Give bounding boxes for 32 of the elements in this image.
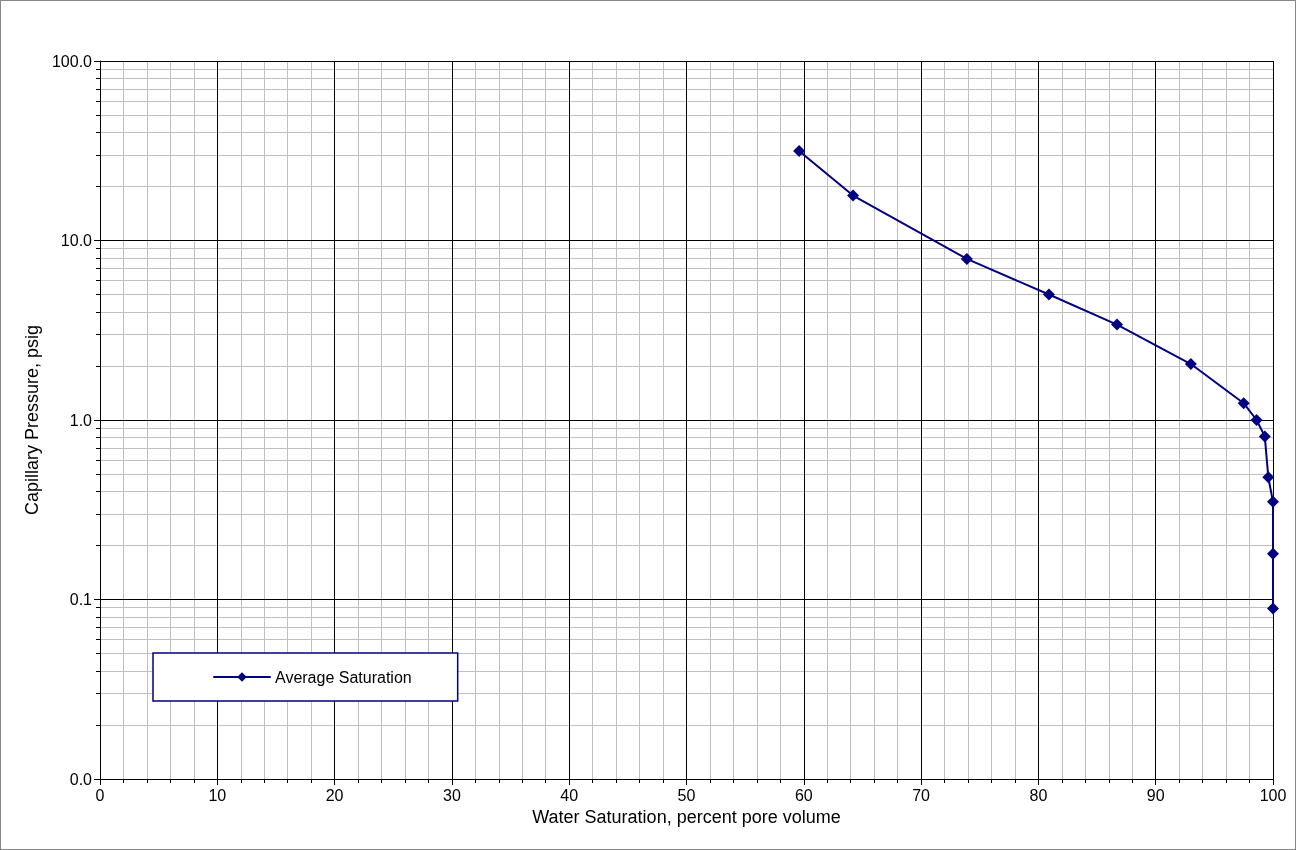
x-tick-label: 80	[1029, 786, 1048, 804]
point	[1042, 288, 1055, 301]
x-tick-label: 40	[560, 786, 579, 804]
legend-label: Average Saturation	[275, 668, 412, 686]
x-tick-label: 90	[1146, 786, 1165, 804]
point	[1110, 318, 1123, 331]
x-tick-label: 20	[325, 786, 344, 804]
point	[1267, 495, 1279, 508]
x-tick-label: 10	[208, 786, 227, 804]
point	[1267, 602, 1279, 615]
y-tick-label: 100.0	[51, 52, 93, 70]
x-axis-title: Water Saturation, percent pore volume	[532, 806, 841, 827]
y-tick-label: 0.1	[69, 591, 93, 608]
x-tick-label: 30	[443, 786, 461, 804]
x-tick-label: 60	[794, 786, 813, 804]
point	[1250, 414, 1263, 426]
point	[1258, 430, 1271, 443]
point	[1184, 358, 1197, 371]
y-axis-title: Capillary Pressure, psig	[22, 324, 43, 516]
point	[960, 252, 973, 265]
x-tick-label: 100	[1259, 786, 1287, 804]
y-tick-label: 10.0	[60, 232, 93, 249]
point	[793, 145, 806, 158]
x-tick-label: 0	[95, 786, 105, 804]
point	[1237, 397, 1250, 410]
y-tick-label: 0.0	[69, 770, 93, 788]
point	[1267, 547, 1279, 560]
point	[847, 189, 860, 202]
x-tick-label: 50	[677, 786, 696, 804]
x-tick-label: 70	[912, 786, 931, 804]
y-tick-label: 1.0	[69, 411, 93, 429]
point	[1262, 471, 1275, 484]
